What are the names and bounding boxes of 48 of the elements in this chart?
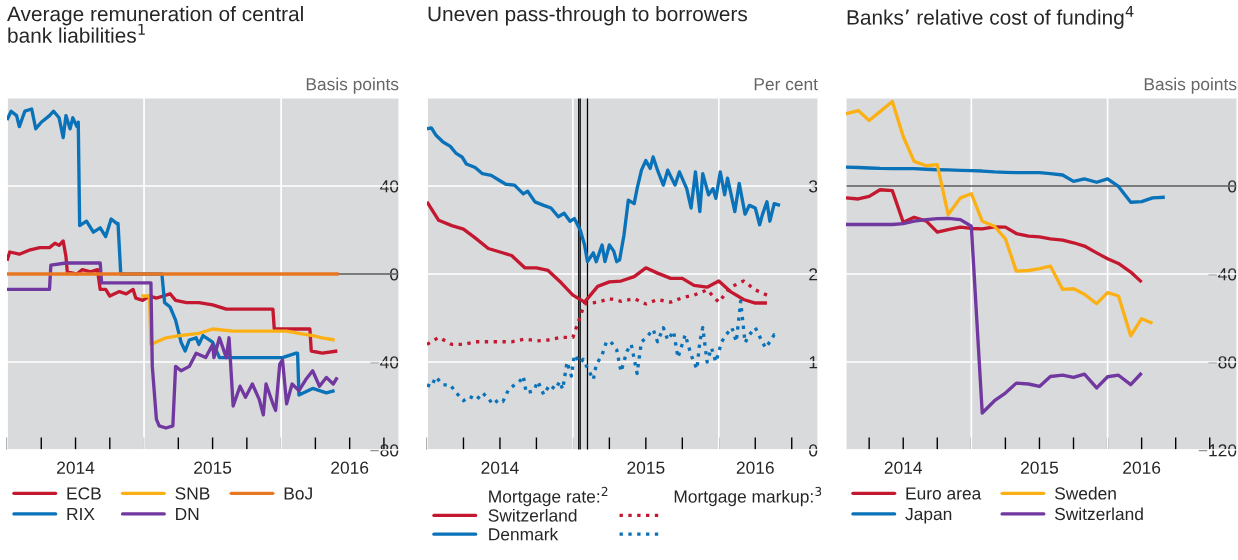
y-axis-title: Basis points — [1144, 77, 1237, 94]
line-series — [846, 165, 1167, 204]
line-series — [427, 126, 782, 264]
line-series — [7, 261, 339, 430]
y-tick-label: 1 — [809, 356, 818, 369]
legend-label: RIX — [67, 508, 95, 520]
y-tick-label: −80 — [370, 444, 399, 457]
line-series — [846, 216, 1144, 415]
y-axis-title: Basis points — [306, 77, 399, 94]
x-tick-label: 2014 — [57, 461, 95, 474]
y-axis-title: Per cent — [754, 78, 818, 91]
y-tick-label: 40 — [380, 180, 399, 193]
chart-title: Uneven pass-through to borrowers — [428, 6, 748, 26]
y-tick-label: −120 — [1198, 444, 1237, 457]
x-tick-label: 2015 — [1021, 461, 1059, 474]
line-series — [846, 99, 1155, 338]
legend-label: Switzerland — [1054, 507, 1143, 521]
x-tick-label: 2016 — [331, 461, 369, 474]
x-tick-label: 2016 — [1123, 461, 1161, 474]
line-series — [7, 107, 337, 397]
x-tick-label: 2014 — [884, 461, 923, 474]
y-tick-label: 2 — [809, 268, 818, 281]
legend-label: Japan — [905, 508, 952, 524]
line-series — [846, 188, 1144, 284]
y-tick-label: −40 — [1208, 268, 1237, 281]
chart-title: Average remuneration of central bank liabilities$^{1}$ — [7, 6, 303, 43]
line-series — [7, 239, 339, 355]
x-tick-label: 2014 — [481, 461, 519, 474]
x-tick-label: 2015 — [194, 461, 232, 474]
y-tick-label: −80 — [1208, 356, 1237, 369]
legend-label: Euro area — [906, 487, 982, 500]
y-tick-label: 0 — [1228, 180, 1237, 193]
legend-label: Switzerland — [488, 508, 577, 522]
y-tick-label: 0 — [809, 444, 818, 457]
text: Mortgage markup:$^{3}$ — [674, 486, 822, 507]
legend-label: Denmark — [489, 527, 559, 541]
legend-label: DN — [176, 508, 199, 520]
text: Mortgage rate:$^{2}$ — [489, 486, 608, 507]
legend-label: SNB — [175, 487, 210, 500]
x-tick-label: 2016 — [736, 461, 774, 474]
legend-label: Sweden — [1054, 486, 1116, 500]
x-tick-label: 2015 — [627, 461, 665, 474]
legend-label: ECB — [67, 487, 101, 500]
y-tick-label: 3 — [809, 180, 818, 193]
chart-title: Banks’ relative cost of funding$^{4}$ — [847, 6, 1134, 29]
y-tick-label: −40 — [370, 356, 399, 369]
y-tick-label: 0 — [390, 268, 399, 281]
legend-label: BoJ — [284, 487, 312, 500]
